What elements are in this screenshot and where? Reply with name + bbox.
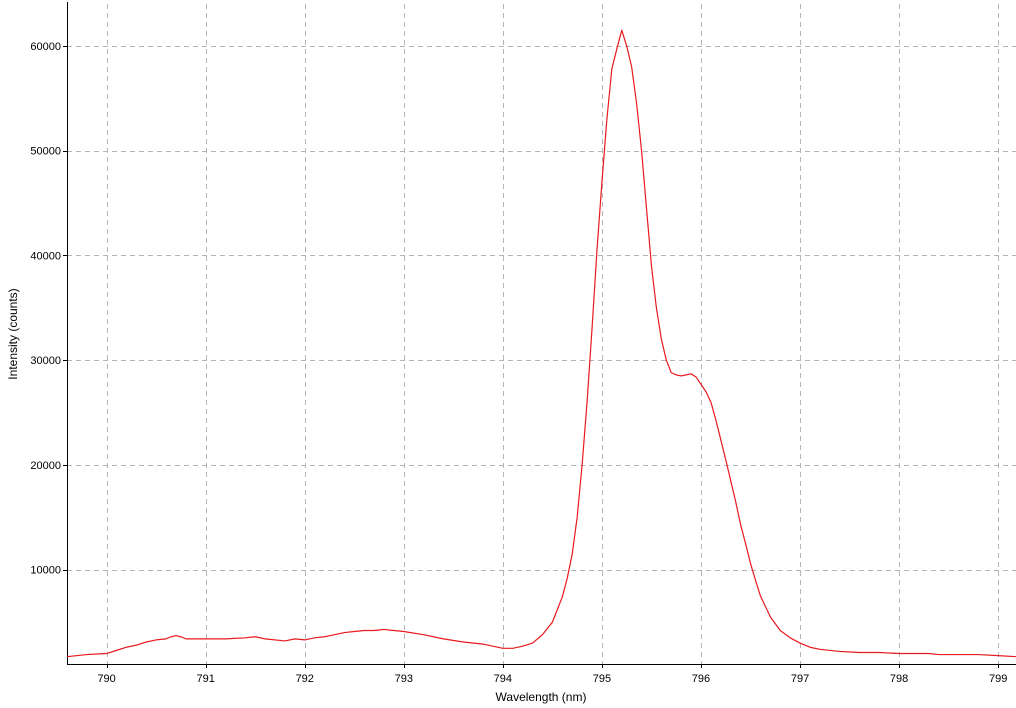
x-tick-label: 794	[494, 673, 512, 685]
x-tick-label: 796	[692, 673, 710, 685]
grid	[67, 4, 1016, 664]
y-tick-label: 20000	[30, 460, 61, 472]
tick-labels: 790 791 792 793 794 795 796 797 798 799 10000 20000…	[30, 41, 1007, 685]
x-axis-title: Wavelength (nm)	[496, 690, 587, 704]
y-axis-title: Intensity (counts)	[6, 288, 20, 379]
x-tick-label: 791	[197, 673, 215, 685]
y-tick-label: 30000	[30, 355, 61, 367]
x-tick-label: 790	[97, 673, 115, 685]
y-tick-label: 10000	[30, 565, 61, 577]
series-layer	[66, 29, 1016, 658]
y-tick-label: 50000	[30, 146, 61, 158]
x-tick-label: 795	[593, 673, 611, 685]
series-line	[66, 29, 1016, 658]
x-tick-label: 792	[296, 673, 314, 685]
x-tick-label: 798	[890, 673, 908, 685]
x-tick-label: 799	[989, 673, 1007, 685]
x-tick-label: 793	[395, 673, 413, 685]
y-tick-label: 60000	[30, 41, 61, 53]
x-tick-label: 797	[791, 673, 809, 685]
y-tick-label: 40000	[30, 250, 61, 262]
axes	[67, 2, 1016, 665]
